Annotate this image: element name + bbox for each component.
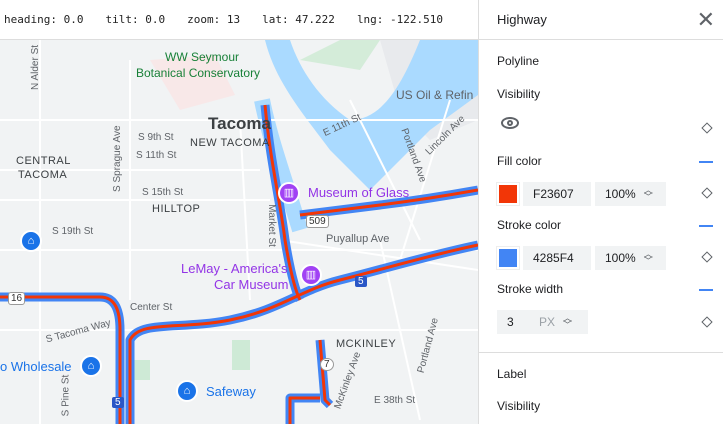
heading-readout: heading: 0.0 xyxy=(4,13,84,26)
street-label: Center St xyxy=(130,302,173,313)
lat-readout: lat: 47.222 xyxy=(262,13,335,26)
route-shield: 16 xyxy=(8,292,26,305)
route-shield: 509 xyxy=(306,215,329,228)
unit-label: PX xyxy=(539,315,556,329)
map-graphics xyxy=(0,40,478,424)
section-polyline: Polyline xyxy=(497,54,540,68)
city-label: Tacoma xyxy=(208,114,271,133)
area-label: TACOMA xyxy=(18,169,68,181)
shopping-icon[interactable]: ⌂ xyxy=(80,355,102,377)
stroke-width-input[interactable]: 3 PX ︿ ﹀ xyxy=(497,310,588,334)
shopping-icon[interactable]: ⌂ xyxy=(20,230,42,252)
fill-opacity-value: 100% xyxy=(605,187,636,201)
zoom-readout: zoom: 13 xyxy=(187,13,241,26)
park-label: Botanical Conservatory xyxy=(136,66,261,80)
map-canvas[interactable]: N Alder St WW Seymour Botanical Conserva… xyxy=(0,40,478,424)
museum-icon[interactable]: ▥ xyxy=(300,264,322,286)
area-label: NEW TACOMA xyxy=(190,137,270,149)
area-label: MCKINLEY xyxy=(336,338,397,350)
area-label: CENTRAL xyxy=(16,155,71,167)
interstate-shield: 5 xyxy=(112,397,124,408)
stepper-icon[interactable]: ︿ ﹀ xyxy=(563,313,573,330)
stroke-opacity-value: 100% xyxy=(605,251,636,265)
stepper-icon[interactable]: ︿ ﹀ xyxy=(643,185,653,202)
museum-icon[interactable]: ▥ xyxy=(278,182,300,204)
stroke-width-value: 3 xyxy=(507,315,514,329)
close-icon[interactable]: ✕ xyxy=(696,6,715,32)
area-label: HILLTOP xyxy=(152,203,201,215)
fill-opacity-input[interactable]: 100% ︿ ﹀ xyxy=(595,182,666,206)
lng-readout: lng: -122.510 xyxy=(356,13,444,26)
fill-color-label: Fill color xyxy=(497,154,542,168)
stroke-width-label: Stroke width xyxy=(497,282,564,296)
reset-dash-icon[interactable] xyxy=(699,225,713,227)
street-label: S Pine St xyxy=(60,374,72,417)
section-label: Label xyxy=(497,367,527,381)
street-label: S 15th St xyxy=(142,187,184,198)
style-panel: Highway ✕ Polyline Visibility Fill color … xyxy=(478,0,723,424)
stroke-hex-input[interactable]: 4285F4 xyxy=(523,246,591,270)
panel-title: Highway xyxy=(497,12,547,27)
reset-dash-icon[interactable] xyxy=(699,289,713,291)
street-label: S 9th St xyxy=(138,132,174,143)
stepper-icon[interactable]: ︿ ﹀ xyxy=(643,249,653,266)
poi-label[interactable]: Car Museum xyxy=(214,277,289,292)
street-label: N Alder St xyxy=(30,44,41,90)
shopping-icon[interactable]: ⌂ xyxy=(176,380,198,402)
fill-color-swatch[interactable] xyxy=(497,183,519,205)
divider xyxy=(479,352,723,353)
stroke-opacity-input[interactable]: 100% ︿ ﹀ xyxy=(595,246,666,270)
poi-label[interactable]: o Wholesale xyxy=(0,359,72,374)
street-label: E 38th St xyxy=(374,395,416,406)
route-shield: 7 xyxy=(320,358,334,371)
poi-label[interactable]: LeMay - America's xyxy=(181,261,288,276)
interstate-shield: 5 xyxy=(355,276,367,287)
street-label: Market St xyxy=(265,204,277,247)
park-label: WW Seymour xyxy=(165,50,240,64)
label-visibility-label: Visibility xyxy=(497,399,541,413)
stroke-color-swatch[interactable] xyxy=(497,247,519,269)
keyframe-diamond-icon[interactable] xyxy=(701,122,713,134)
poi-label[interactable]: Museum of Glass xyxy=(308,185,410,200)
poi-label[interactable]: Safeway xyxy=(206,384,256,399)
eye-icon[interactable] xyxy=(501,117,519,129)
camera-status-bar: heading: 0.0 tilt: 0.0 zoom: 13 lat: 47.222… xyxy=(0,0,478,40)
reset-dash-icon[interactable] xyxy=(699,161,713,163)
tilt-readout: tilt: 0.0 xyxy=(105,13,166,26)
fill-hex-input[interactable]: F23607 xyxy=(523,182,591,206)
street-label: Puyallup Ave xyxy=(326,233,390,245)
street-label: S 19th St xyxy=(52,226,94,237)
street-label: S 11th St xyxy=(136,150,177,161)
visibility-label: Visibility xyxy=(497,87,541,101)
street-label: S Sprague Ave xyxy=(112,125,123,192)
stroke-color-label: Stroke color xyxy=(497,218,562,232)
poi-label: US Oil & Refin xyxy=(396,88,474,102)
